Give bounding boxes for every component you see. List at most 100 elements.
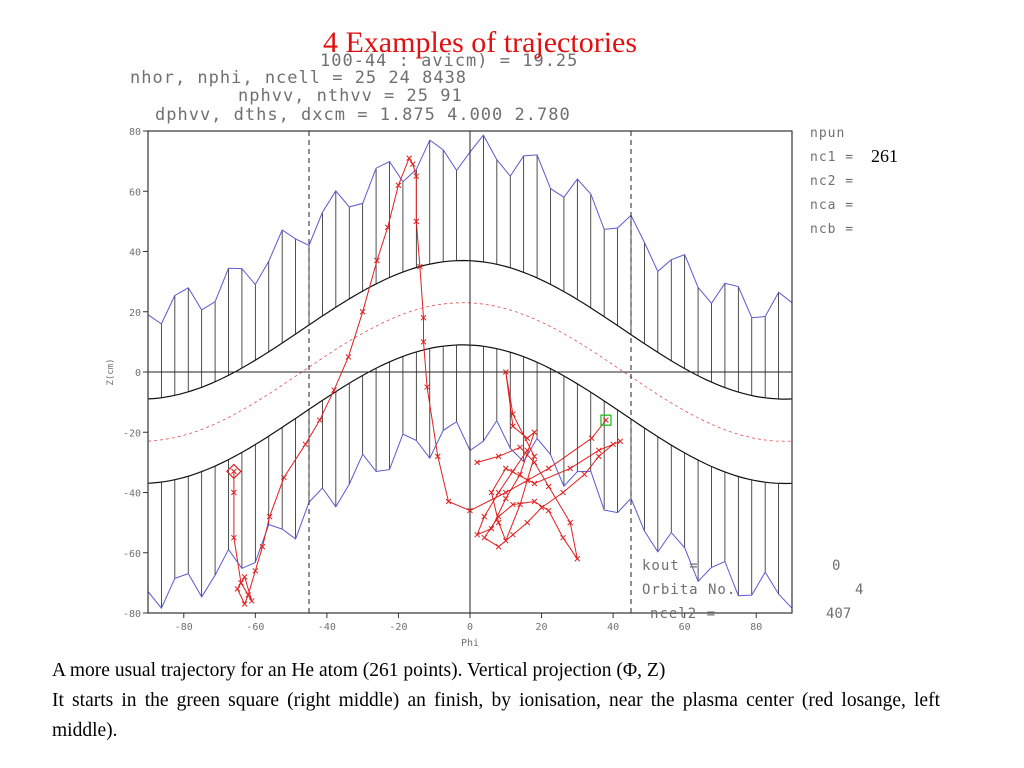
trajectory-point — [510, 501, 516, 508]
trajectory-point-stroke — [374, 257, 380, 264]
trajectory-point-stroke — [517, 444, 523, 451]
trajectory-point-stroke — [395, 182, 402, 189]
trajectory-point-stroke — [495, 543, 502, 550]
trajectory-point — [531, 480, 538, 487]
trajectory-point-stroke — [474, 459, 481, 466]
trajectory-point — [588, 435, 595, 442]
trajectory-point-stroke — [241, 601, 248, 607]
y-tick-label: -80 — [123, 609, 141, 620]
trajectory-point — [502, 465, 509, 472]
caption-line-1: A more usual trajectory for an He atom (… — [52, 660, 666, 681]
trajectory-point-stroke — [434, 453, 441, 460]
trajectory-point — [420, 339, 427, 345]
trajectory-point — [231, 489, 237, 496]
trajectory-point-stroke — [510, 531, 516, 538]
trajectory-point-stroke — [345, 354, 352, 360]
header-line-3: dphvv, dths, dxcm = 1.875 4.000 2.780 — [155, 105, 571, 125]
trajectory-point — [524, 435, 531, 442]
trajectory-point-stroke — [231, 468, 237, 475]
side-nc2: nc2 = — [810, 174, 854, 189]
trajectory-point — [502, 495, 509, 502]
side-nca: nca = — [810, 198, 854, 213]
trajectory-point — [595, 453, 602, 460]
ncel2-value: 407 — [826, 606, 851, 622]
trajectory-line-0 — [233, 156, 607, 606]
trajectory-point-stroke — [517, 471, 523, 478]
trajectory-point — [374, 257, 380, 264]
trajectory-point-stroke — [238, 580, 244, 586]
trajectory-point-stroke — [531, 429, 538, 436]
y-axis-label: Z(cm) — [106, 358, 116, 385]
y-tick-label: -40 — [123, 489, 141, 500]
trajectory-point-stroke — [560, 534, 566, 541]
trajectory-point — [245, 592, 252, 598]
side-ncb: ncb = — [810, 222, 854, 237]
trajectory-point-stroke — [517, 501, 523, 508]
trajectory-point — [495, 543, 502, 550]
trajectory-point-stroke — [488, 489, 495, 496]
trajectory-point-stroke — [384, 224, 391, 231]
x-tick-label: 40 — [607, 622, 619, 633]
trajectory-point — [302, 441, 309, 448]
trajectory-point-stroke — [488, 525, 495, 532]
trajectory-point-stroke — [502, 495, 509, 502]
trajectory-point-stroke — [510, 468, 516, 475]
trajectory-point — [495, 519, 502, 526]
trajectory-point — [502, 537, 509, 544]
trajectory-point-stroke — [502, 465, 509, 472]
x-tick-label: 60 — [679, 622, 691, 633]
trajectory-layer — [226, 155, 624, 607]
trajectory-point-stroke — [595, 447, 602, 454]
guide-lines-layer — [147, 131, 793, 613]
trajectory-point — [420, 314, 427, 321]
trajectory-point — [510, 468, 516, 475]
trajectory-point — [248, 598, 255, 604]
trajectory-point-stroke — [413, 173, 420, 180]
y-tick-label: 0 — [135, 368, 141, 379]
trajectory-point-stroke — [502, 537, 509, 544]
x-tick-label: -20 — [389, 622, 407, 633]
trajectory-point-stroke — [510, 501, 516, 508]
trajectory-point — [467, 507, 473, 514]
trajectory-point — [524, 519, 531, 526]
trajectory-point-stroke — [502, 369, 509, 375]
trajectory-point — [474, 531, 481, 538]
trajectory-point — [502, 489, 509, 496]
trajectory-point-stroke — [545, 507, 552, 514]
x-axis-label: Phi — [461, 638, 479, 649]
trajectory-point-stroke — [281, 474, 287, 481]
end-diamond-marker — [226, 463, 242, 480]
trajectory-point-stroke — [524, 447, 531, 454]
trajectory-point — [434, 453, 441, 460]
trajectory-point-stroke — [417, 263, 423, 270]
trajectory-point — [481, 513, 488, 520]
trajectory-point — [531, 459, 538, 466]
annotation-layer: 100-44 : avicm) = 19.25 nhor, nphi, ncel… — [130, 51, 898, 622]
trajectory-point — [316, 417, 323, 424]
trajectory-point-stroke — [424, 384, 430, 390]
trajectory-point — [517, 501, 523, 508]
trajectory-point — [560, 534, 566, 541]
side-npun: npun — [810, 126, 845, 141]
trajectory-point — [545, 483, 552, 490]
trajectory-point-stroke — [567, 465, 574, 472]
trajectory-point — [531, 429, 538, 436]
x-tick-label: 80 — [750, 622, 762, 633]
trajectory-point — [524, 477, 531, 484]
y-tick-label: -60 — [123, 549, 141, 560]
trajectory-point — [413, 218, 420, 225]
trajectory-point — [238, 580, 244, 586]
trajectory-point-stroke — [481, 534, 488, 541]
trajectory-point-stroke — [524, 435, 531, 442]
trajectory-point — [567, 465, 574, 472]
trajectory-point-stroke — [302, 441, 309, 448]
trajectory-point — [234, 586, 241, 592]
header-line-1: nhor, nphi, ncell = 25 24 8438 — [130, 68, 467, 88]
trajectory-point — [384, 224, 391, 231]
trajectory-point — [517, 444, 523, 451]
trajectory-point — [474, 459, 481, 466]
trajectory-point-stroke — [231, 534, 237, 541]
trajectory-point — [445, 498, 452, 505]
header-line-2: nphvv, nthvv = 25 91 — [238, 86, 463, 106]
